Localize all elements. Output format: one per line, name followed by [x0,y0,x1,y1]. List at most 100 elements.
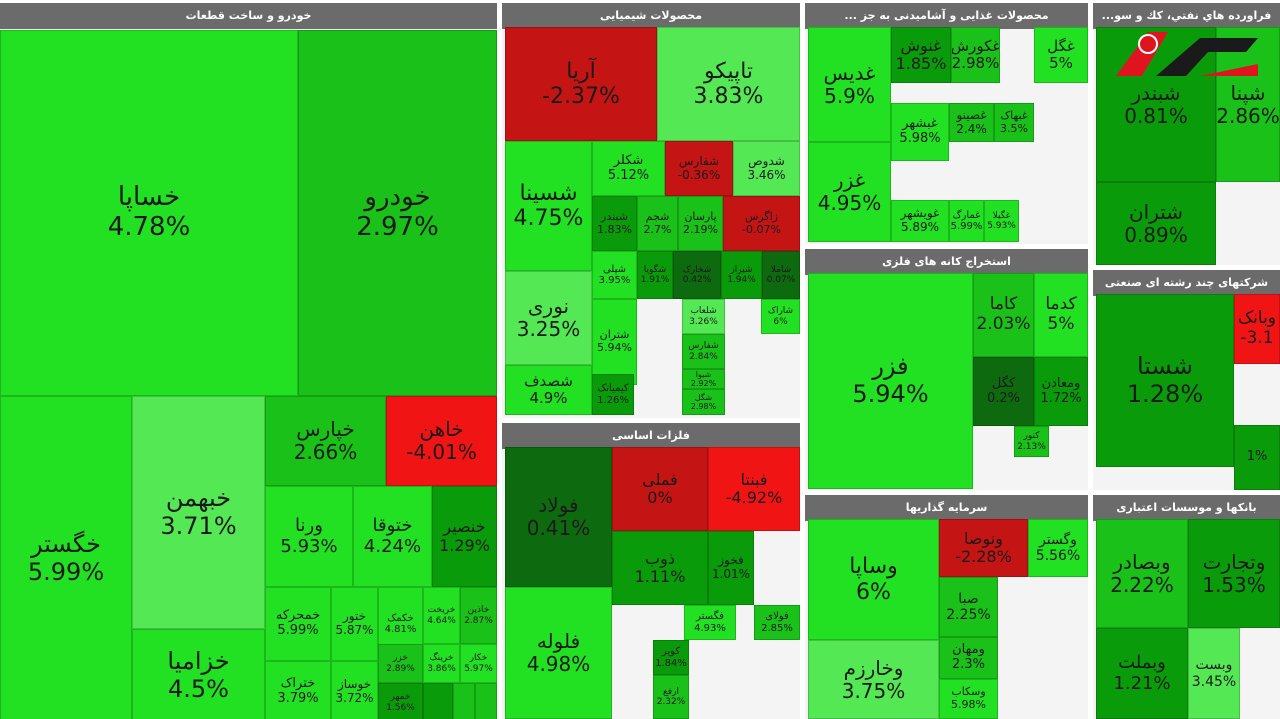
stock-tile[interactable]: فزر 5.94% [808,273,973,489]
stock-tile[interactable]: خمحرکه 5.99% [265,587,331,661]
stock-tile[interactable]: پارسان 2.19% [678,196,723,251]
sector-title: شرکتهای چند رشته ای صنعتی [1093,270,1280,296]
stock-tile[interactable]: خریخت 4.64% [423,587,460,644]
stock-tile[interactable]: شتران 5.94% [592,299,637,385]
stock-tile[interactable]: شاراک 6% [761,299,800,334]
stock-tile[interactable]: غبهاک 3.5% [994,103,1034,142]
stock-tile[interactable]: شیوا 2.92% [682,369,725,389]
stock-tile[interactable]: شجم 2.7% [637,196,678,251]
stock-tile[interactable]: غدیس 5.9% [808,27,891,142]
stock-tile[interactable] [423,683,453,719]
stock-tile[interactable]: غزر 4.95% [808,142,891,242]
stock-tile[interactable]: شسینا 4.75% [505,141,592,271]
stock-tile[interactable]: خپارس 2.66% [265,396,386,486]
stock-tile[interactable]: کنور 2.13% [1014,426,1049,457]
stock-tile[interactable]: غبشهر 5.98% [891,103,949,161]
stock-tile[interactable]: ذوب 1.11% [612,531,708,605]
stock-tile[interactable]: شاملا 0.07% [762,251,800,299]
stock-tile[interactable]: خاهن -4.01% [386,396,497,486]
stock-tile[interactable]: فملی 0% [612,447,708,531]
stock-tile[interactable]: غگل 5% [1034,27,1088,83]
stock-tile[interactable]: کیمیاتک 1.26% [592,374,634,415]
stock-tile[interactable]: خگستر 5.99% [0,396,132,719]
stock-tile[interactable]: فلوله 4.98% [505,587,612,719]
stock-tile[interactable]: غمارگ 5.99% [949,200,984,242]
stock-tile[interactable]: خوساز 3.72% [331,661,378,719]
stock-tile[interactable]: کویر 1.84% [653,640,689,675]
stock-tile[interactable]: کاما 2.03% [973,273,1034,357]
stock-tile[interactable]: خاذین 2.87% [460,587,497,644]
stock-tile[interactable]: کدما 5% [1034,273,1088,357]
stock-tile[interactable]: تاپیکو 3.83% [657,27,800,141]
stock-tile[interactable]: شپنا 2.86% [1216,27,1280,182]
stock-tile[interactable]: شفارس -0.36% [665,141,733,196]
stock-tile[interactable]: ورنا 5.93% [265,486,353,587]
stock-tile[interactable]: غکورش 2.98% [951,27,1000,83]
stock-tile[interactable]: ومعادن 1.72% [1034,357,1088,426]
stock-tile[interactable]: غصینو 2.4% [949,103,994,142]
sector-panel: سرمایه گذاریها وساپا 6% ونوصا -2.28% وگستر 5.5… [805,495,1088,719]
stock-tile[interactable]: شدوص 3.46% [733,141,800,196]
stock-tile[interactable]: ومهان 2.3% [939,637,998,679]
stock-tile[interactable]: غنوش 1.85% [891,27,951,83]
stock-tile[interactable]: وگستر 5.56% [1028,519,1088,577]
stock-tile[interactable]: وبانک -3.1 [1234,294,1280,364]
stock-tile[interactable]: شپلی 3.95% [592,251,637,299]
stock-tile[interactable]: فگستر 4.93% [684,605,736,640]
stock-symbol: خگستر [31,530,101,559]
stock-tile[interactable]: وبملت 1.21% [1096,628,1188,719]
stock-symbol: شدوص [748,153,785,168]
stock-tile[interactable]: زاگرس -0.07% [723,196,800,251]
stock-tile[interactable]: فبنتا -4.92% [708,447,800,531]
stock-tile[interactable]: وخارزم 3.75% [808,640,939,719]
stock-tile[interactable]: نوری 3.25% [505,271,592,365]
stock-tile[interactable]: شتران 0.89% [1096,182,1216,265]
stock-tile[interactable]: خمهر 1.56% [378,683,423,719]
stock-tile[interactable]: ارفع 2.32% [653,675,689,719]
stock-tile[interactable]: خزامیا 4.5% [132,629,265,719]
stock-symbol: شپنا [1230,80,1266,105]
stock-tile[interactable]: خرینگ 3.86% [423,644,460,683]
stock-tile[interactable]: کگل 0.2% [973,357,1034,426]
stock-tile[interactable]: خکار 5.97% [460,644,497,683]
stock-tile[interactable]: شیراز 1.94% [721,251,762,299]
stock-tile[interactable]: وبست 3.45% [1188,628,1240,719]
stock-tile[interactable] [475,683,497,719]
stock-tile[interactable] [453,683,475,719]
stock-change: 2.66% [293,440,358,464]
stock-tile[interactable]: شستا 1.28% [1096,294,1234,467]
stock-tile[interactable]: شکلر 5.12% [592,141,665,196]
stock-tile[interactable]: ونوصا -2.28% [939,519,1028,577]
stock-tile[interactable]: فخوز 1.01% [708,531,754,605]
stock-tile[interactable]: آریا -2.37% [505,27,657,141]
stock-tile[interactable]: خزر 2.89% [378,644,423,683]
stock-symbol: ختراک [280,675,316,691]
stock-tile[interactable]: خبهمن 3.71% [132,396,265,629]
stock-change: 0.2% [986,390,1021,406]
stock-tile[interactable]: فولای 2.85% [754,605,800,640]
stock-tile[interactable]: وتجارت 1.53% [1188,519,1280,628]
stock-tile[interactable]: غگیلا 5.93% [984,200,1019,242]
stock-tile[interactable]: شخارک 0.42% [673,251,721,299]
stock-tile[interactable]: وبصادر 2.22% [1096,519,1188,628]
stock-tile[interactable]: 1% [1234,425,1280,490]
stock-tile[interactable]: شبندر 1.83% [592,196,637,251]
stock-tile[interactable]: وساپا 6% [808,519,939,640]
stock-change: 3.26% [689,316,718,327]
stock-tile[interactable]: ختور 5.87% [331,587,378,661]
stock-tile[interactable]: شگویا 1.91% [637,251,673,299]
stock-tile[interactable]: ختراک 3.79% [265,661,331,719]
stock-tile[interactable]: وسکاب 5.98% [939,679,998,719]
stock-tile[interactable]: خودرو 2.97% [298,30,497,396]
stock-tile[interactable]: فولاد 0.41% [505,447,612,587]
stock-tile[interactable]: غویشهر 5.89% [891,200,949,242]
stock-tile[interactable]: خنصیر 1.29% [432,486,497,587]
stock-tile[interactable]: شفارس 2.84% [682,334,725,369]
stock-tile[interactable]: ختوقا 4.24% [353,486,432,587]
stock-tile[interactable]: شگل 2.98% [682,389,725,415]
stock-tile[interactable]: خساپا 4.78% [0,30,298,396]
stock-change: 3.71% [160,511,237,540]
stock-tile[interactable]: شلعاب 3.26% [682,299,725,334]
stock-tile[interactable]: شصدف 4.9% [505,365,592,415]
stock-tile[interactable]: صبا 2.25% [939,577,998,637]
